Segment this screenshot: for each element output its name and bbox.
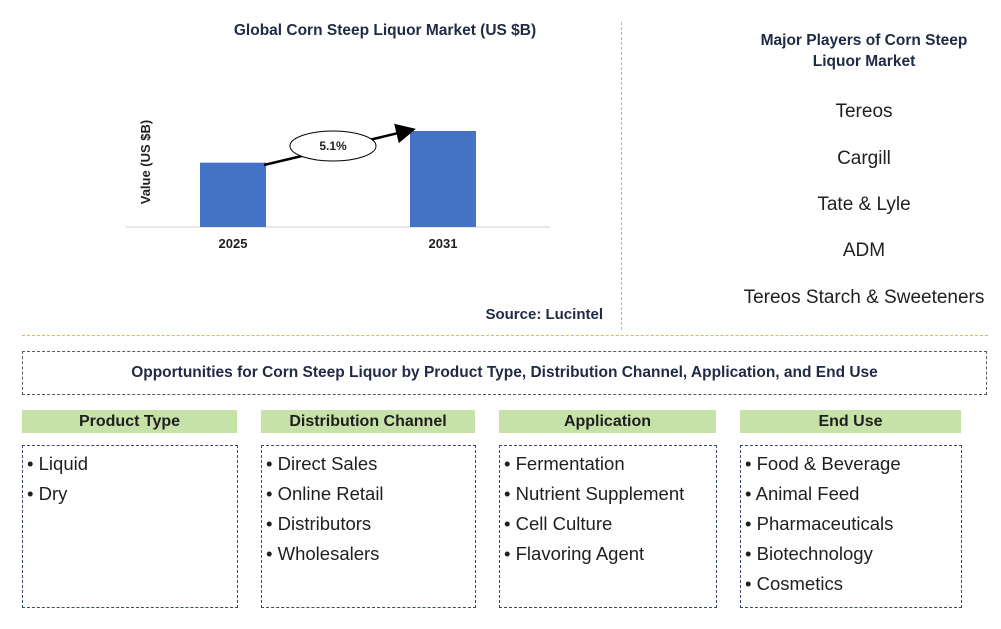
list-item: • Wholesalers xyxy=(266,543,380,564)
list-item: • Nutrient Supplement xyxy=(504,483,685,504)
x-tick-label: 2025 xyxy=(219,236,248,251)
category-header-distribution-channel: Distribution Channel xyxy=(261,410,475,433)
bar-2025 xyxy=(200,162,266,227)
player-item: ADM xyxy=(842,240,886,261)
players-title: Major Players of Corn Steep Liquor Marke… xyxy=(760,32,968,70)
cagr-label: 5.1% xyxy=(319,139,347,153)
list-item: • Liquid xyxy=(27,453,89,474)
category-header-application: Application xyxy=(499,410,716,433)
category-header-product-type: Product Type xyxy=(22,410,237,433)
list-item: • Direct Sales xyxy=(266,453,378,474)
list-item: • Cosmetics xyxy=(745,573,843,594)
list-item: • Online Retail xyxy=(266,483,384,504)
bar-chart: Value (US $B) 2025 2031 5.1% xyxy=(126,120,550,251)
list-item: • Flavoring Agent xyxy=(504,543,645,564)
category-list-product-type: • Liquid • Dry xyxy=(22,445,238,608)
list-item: • Food & Beverage xyxy=(745,453,901,474)
list-item: • Animal Feed xyxy=(745,483,860,504)
player-item: Tate & Lyle xyxy=(817,194,911,215)
chart-title: Global Corn Steep Liquor Market (US $B) xyxy=(233,22,537,39)
y-axis-label: Value (US $B) xyxy=(138,120,153,205)
opportunities-title: Opportunities for Corn Steep Liquor by P… xyxy=(22,351,987,395)
list-item: • Fermentation xyxy=(504,453,625,474)
horizontal-divider xyxy=(22,335,988,336)
category-list-application: • Fermentation • Nutrient Supplement • C… xyxy=(499,445,717,608)
list-item: • Biotechnology xyxy=(745,543,873,564)
x-tick-label: 2031 xyxy=(429,236,458,251)
category-list-distribution-channel: • Direct Sales • Online Retail • Distrib… xyxy=(261,445,476,608)
list-item: • Dry xyxy=(27,483,68,504)
list-item: • Pharmaceuticals xyxy=(745,513,894,534)
cagr-bubble xyxy=(289,130,377,162)
player-item: Cargill xyxy=(837,148,891,169)
player-item: Tereos xyxy=(835,101,893,122)
vertical-divider xyxy=(621,22,622,330)
category-header-end-use: End Use xyxy=(740,410,961,433)
category-list-end-use: • Food & Beverage • Animal Feed • Pharma… xyxy=(740,445,962,608)
list-item: • Cell Culture xyxy=(504,513,613,534)
player-item: Tereos Starch & Sweeteners xyxy=(743,287,985,308)
bar-2031 xyxy=(410,131,476,227)
list-item: • Distributors xyxy=(266,513,372,534)
source-label: Source: Lucintel xyxy=(485,306,603,323)
